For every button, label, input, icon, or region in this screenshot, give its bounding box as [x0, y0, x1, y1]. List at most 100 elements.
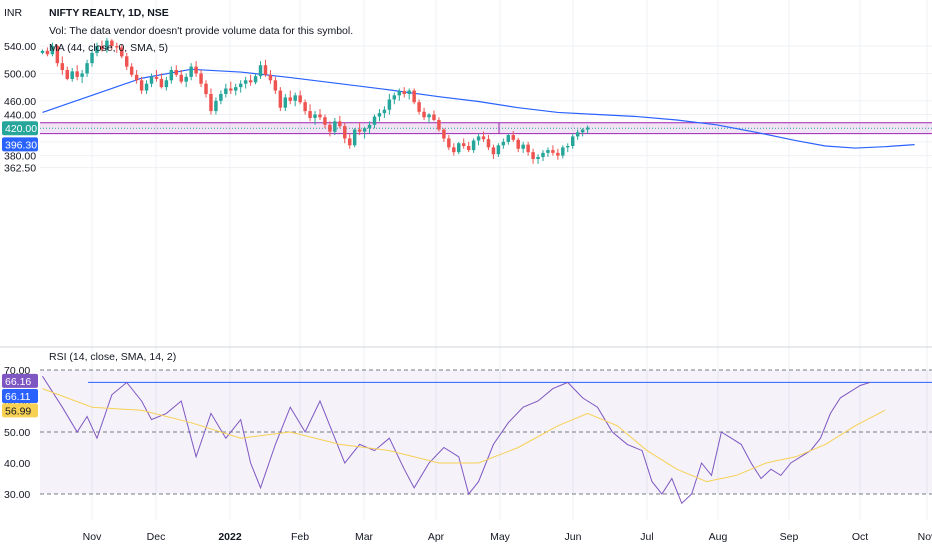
candle-body: [546, 150, 550, 153]
price-axis: 540.00500.00460.00440.00400.00380.00362.…: [4, 41, 36, 175]
candle: [432, 110, 436, 122]
candle-body: [258, 65, 263, 77]
candle-body: [164, 80, 169, 88]
axis-tag-bg: [2, 389, 38, 404]
time-tick-label: Aug: [709, 531, 728, 543]
candle: [481, 131, 486, 142]
candle: [268, 70, 273, 84]
axis-tag: 66.11: [2, 389, 38, 404]
candle: [338, 115, 342, 129]
candle: [362, 126, 367, 139]
candle: [531, 148, 535, 164]
candle: [511, 130, 515, 142]
candle-body: [179, 74, 183, 82]
time-tick-label: Oct: [852, 531, 868, 543]
candle: [50, 42, 55, 57]
candle: [80, 70, 84, 84]
candle: [412, 88, 416, 105]
candle-body: [561, 147, 565, 156]
candle-body: [318, 114, 322, 118]
candle-body: [199, 73, 203, 84]
candle-body: [372, 116, 377, 125]
time-tick-label: May: [490, 531, 511, 543]
candle: [55, 44, 60, 67]
candle: [85, 59, 89, 77]
candle: [452, 143, 456, 156]
candle-body: [531, 152, 535, 160]
candle-body: [566, 146, 570, 148]
candle-body: [402, 91, 406, 94]
candle: [184, 73, 188, 88]
price-tick-label: 380.00: [4, 151, 36, 163]
candle: [263, 59, 268, 77]
candle-body: [412, 90, 416, 103]
price-tick-label: 540.00: [4, 41, 36, 53]
candle-body: [288, 97, 292, 101]
candle: [486, 135, 491, 151]
candle-body: [496, 145, 501, 155]
candle: [194, 61, 198, 77]
candle-body: [115, 46, 119, 48]
candle-body: [95, 46, 99, 53]
rsi-line: [42, 375, 871, 505]
candle-body: [308, 111, 312, 118]
candle-body: [328, 124, 332, 132]
candle-body: [575, 132, 580, 137]
time-tick-label: Nov: [918, 531, 932, 543]
candle-body: [40, 50, 45, 53]
candle-body: [407, 90, 411, 94]
axis-tag-label: 56.99: [5, 405, 31, 417]
time-tick-label: 2022: [218, 531, 242, 543]
candle-body: [80, 73, 84, 77]
price-tick-label: 440.00: [4, 110, 36, 122]
candle: [466, 141, 471, 153]
candle-body: [219, 93, 223, 101]
candle: [501, 138, 506, 149]
price-tick-label: 460.00: [4, 96, 36, 108]
time-tick-label: Jul: [640, 531, 653, 543]
candle-body: [174, 70, 179, 75]
candle-body: [278, 90, 283, 108]
candle-body: [511, 135, 515, 140]
candle-body: [377, 113, 382, 117]
candle: [189, 63, 193, 81]
candle: [288, 90, 292, 105]
candle: [253, 73, 258, 85]
candle: [248, 74, 253, 86]
candle: [174, 65, 179, 77]
candle: [387, 93, 392, 115]
candle-body: [214, 100, 218, 112]
candle-body: [248, 80, 253, 83]
candle-body: [124, 56, 129, 67]
candle: [471, 138, 476, 153]
candle-body: [149, 76, 154, 84]
candle: [204, 80, 208, 98]
time-tick-label: Apr: [428, 531, 445, 543]
currency-label: INR: [4, 7, 23, 19]
candle-body: [268, 74, 273, 81]
candle: [333, 117, 337, 136]
candle-body: [516, 139, 520, 149]
candle: [313, 111, 317, 125]
candle: [328, 121, 332, 137]
candle: [115, 42, 119, 53]
candle: [65, 66, 69, 81]
candle: [308, 104, 312, 122]
candle: [357, 122, 362, 136]
candle-body: [85, 63, 89, 74]
candle-body: [159, 78, 164, 88]
candle-body: [536, 156, 540, 160]
candle: [199, 70, 203, 88]
candle-body: [501, 141, 506, 146]
moving-average-line: [42, 68, 915, 149]
candle: [149, 73, 154, 88]
candle: [224, 83, 228, 98]
axis-tag: 56.99: [2, 403, 38, 418]
candle: [575, 129, 580, 140]
candle-body: [204, 83, 208, 94]
candle: [402, 87, 406, 98]
candle: [144, 80, 149, 94]
candle: [234, 83, 238, 96]
candle-body: [139, 80, 144, 91]
